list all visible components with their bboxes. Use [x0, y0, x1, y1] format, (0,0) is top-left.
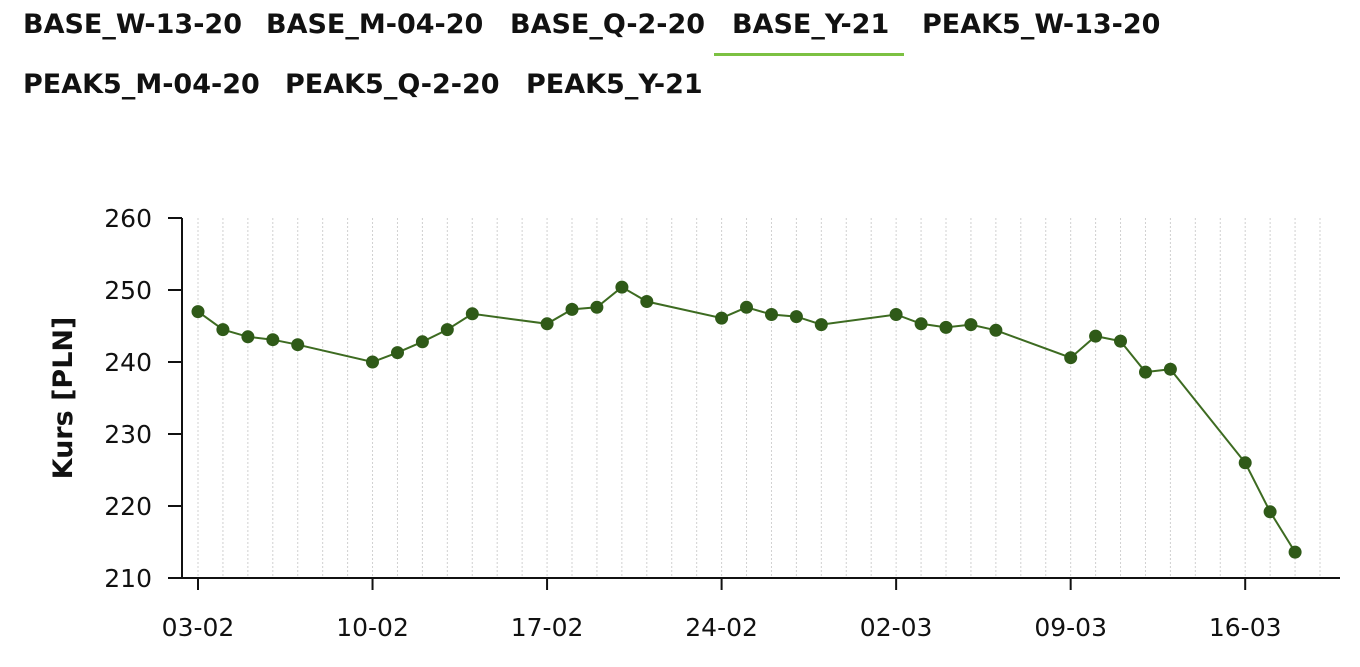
axes: [181, 218, 1340, 579]
x-tick-label: 02-03: [860, 613, 933, 642]
data-point[interactable]: [1139, 365, 1152, 379]
data-point[interactable]: [266, 333, 280, 347]
series-price: [191, 280, 1302, 559]
x-axis-ticks: 03-02 10-02 17-02 24-02 02-03 09-03 16-03: [162, 578, 1282, 642]
data-point[interactable]: [540, 317, 554, 331]
data-point[interactable]: [914, 317, 928, 331]
x-tick-label: 17-02: [511, 613, 584, 642]
y-tick-label: 220: [104, 492, 152, 521]
data-point[interactable]: [1163, 362, 1177, 376]
data-point[interactable]: [465, 307, 479, 321]
data-point[interactable]: [241, 330, 255, 344]
data-point[interactable]: [1114, 334, 1127, 348]
y-tick-label: 260: [104, 204, 152, 233]
tab-base-q-2-20[interactable]: BASE_Q-2-20: [510, 9, 706, 40]
data-point[interactable]: [1288, 545, 1302, 559]
x-tick-label: 10-02: [336, 613, 409, 642]
x-tick-label: 16-03: [1209, 613, 1282, 642]
grid-lines: [197, 218, 1321, 578]
y-tick-label: 230: [104, 420, 152, 449]
data-point[interactable]: [615, 280, 629, 294]
data-point[interactable]: [1064, 351, 1078, 365]
data-point[interactable]: [1238, 456, 1252, 470]
data-point[interactable]: [415, 335, 429, 349]
y-axis-ticks: 210 220 230 240 250 260: [104, 204, 182, 593]
data-point[interactable]: [216, 323, 230, 337]
data-point[interactable]: [939, 320, 953, 334]
tab-base-w-13-20[interactable]: BASE_W-13-20: [23, 9, 242, 40]
tab-peak5-w-13-20[interactable]: PEAK5_W-13-20: [922, 9, 1161, 40]
tab-base-m-04-20[interactable]: BASE_M-04-20: [266, 9, 484, 40]
x-tick-label: 03-02: [162, 613, 235, 642]
y-tick-label: 250: [104, 276, 152, 305]
tab-peak5-m-04-20[interactable]: PEAK5_M-04-20: [23, 69, 260, 100]
data-point[interactable]: [565, 302, 579, 316]
data-point[interactable]: [964, 318, 978, 332]
data-point[interactable]: [814, 318, 828, 332]
data-point[interactable]: [191, 305, 205, 319]
data-point[interactable]: [391, 346, 404, 360]
active-tab-indicator: [714, 53, 904, 56]
data-point[interactable]: [1263, 505, 1277, 519]
x-tick-label: 09-03: [1034, 613, 1107, 642]
y-tick-label: 210: [104, 564, 152, 593]
data-point[interactable]: [291, 338, 305, 352]
data-point[interactable]: [789, 310, 803, 324]
data-point[interactable]: [640, 295, 654, 308]
tab-peak5-q-2-20[interactable]: PEAK5_Q-2-20: [285, 69, 500, 100]
tab-peak5-y-21[interactable]: PEAK5_Y-21: [526, 69, 703, 100]
tab-base-y-21[interactable]: BASE_Y-21: [732, 9, 890, 40]
data-point[interactable]: [1089, 329, 1103, 343]
instrument-tabs: BASE_W-13-20 BASE_M-04-20 BASE_Q-2-20 BA…: [0, 0, 1360, 130]
data-point[interactable]: [715, 311, 729, 325]
data-point[interactable]: [889, 308, 903, 321]
data-point[interactable]: [590, 300, 604, 314]
data-point[interactable]: [989, 323, 1003, 337]
y-axis-label: Kurs [PLN]: [48, 317, 79, 480]
x-tick-label: 24-02: [685, 613, 758, 642]
data-point[interactable]: [765, 308, 778, 321]
data-point[interactable]: [366, 355, 379, 369]
y-tick-label: 240: [104, 348, 152, 377]
data-point[interactable]: [740, 300, 753, 314]
data-point[interactable]: [440, 323, 454, 337]
